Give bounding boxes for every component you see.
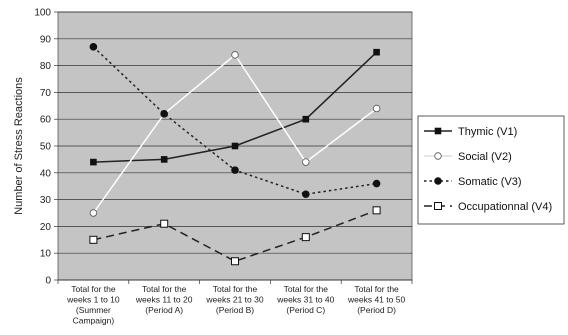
y-tick-label: 70 [40, 88, 52, 99]
series-0 [90, 48, 380, 166]
y-tick-label: 50 [40, 142, 52, 153]
data-point [302, 158, 310, 166]
data-point [231, 166, 239, 174]
y-tick-label: 0 [45, 276, 51, 287]
series-3 [89, 206, 381, 266]
x-category-label: Total for the weeks 11 to 20 (Period A) [135, 284, 193, 315]
data-point [373, 48, 380, 56]
y-tick-label: 80 [40, 61, 52, 72]
data-point [302, 115, 310, 123]
y-tick-label: 20 [40, 222, 52, 233]
data-point [231, 257, 239, 266]
data-point [89, 209, 98, 217]
y-tick-label: 40 [40, 168, 52, 179]
y-tick-label: 10 [40, 249, 52, 260]
data-point [372, 104, 381, 113]
legend-label: Thymic (V1) [458, 126, 517, 138]
y-tick-label: 90 [40, 34, 52, 45]
legend-label: Social (V2) [458, 151, 512, 163]
data-point [160, 219, 169, 228]
legend-label: Occupationnal (V4) [458, 201, 552, 213]
y-tick-label: 30 [40, 195, 52, 206]
data-point [372, 179, 381, 188]
data-point [160, 110, 168, 118]
x-category-label: Total for the weeks 41 to 50 (Period D) [347, 284, 405, 315]
data-point [90, 158, 97, 166]
y-axis-title: Number of Stress Reactions [13, 77, 25, 215]
data-point [301, 233, 310, 242]
data-point [372, 206, 381, 215]
x-category-label: Total for the weeks 21 to 30 (Period B) [205, 284, 263, 315]
legend-marker [434, 152, 442, 160]
data-point [231, 51, 239, 59]
data-point [160, 156, 168, 163]
y-tick-label: 60 [40, 115, 52, 126]
data-point [89, 43, 98, 51]
legend-marker [434, 177, 442, 185]
legend-marker [434, 127, 442, 135]
legend-marker [434, 202, 442, 210]
legend-label: Somatic (V3) [458, 176, 522, 188]
data-point [302, 190, 310, 199]
series-line [93, 209, 377, 263]
y-tick-label: 100 [34, 8, 51, 19]
x-category-label: Total for the weeks 31 to 40 (Period C) [276, 284, 334, 315]
x-category-label: Total for the weeks 1 to 10 (Summer Campaig… [66, 284, 120, 326]
data-point [231, 142, 239, 150]
data-point [89, 235, 98, 244]
series-2 [89, 43, 381, 199]
